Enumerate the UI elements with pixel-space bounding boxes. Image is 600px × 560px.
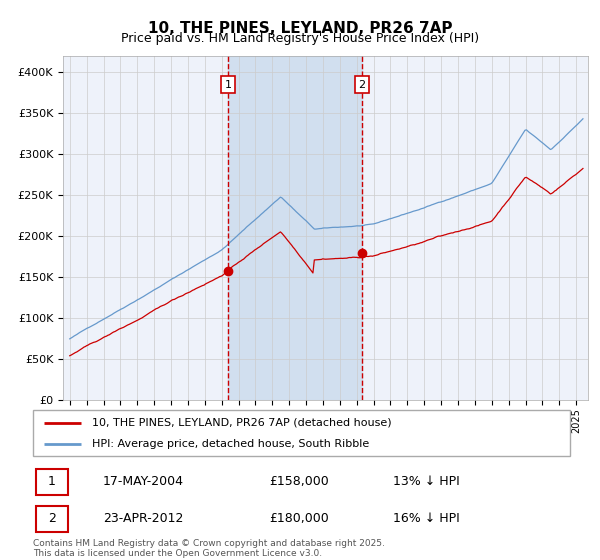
Text: 10, THE PINES, LEYLAND, PR26 7AP: 10, THE PINES, LEYLAND, PR26 7AP <box>148 21 452 36</box>
Text: 13% ↓ HPI: 13% ↓ HPI <box>393 475 460 488</box>
Text: 2: 2 <box>359 80 365 90</box>
Text: £180,000: £180,000 <box>269 512 329 525</box>
Text: 23-APR-2012: 23-APR-2012 <box>103 512 183 525</box>
Text: 17-MAY-2004: 17-MAY-2004 <box>103 475 184 488</box>
Text: 16% ↓ HPI: 16% ↓ HPI <box>393 512 460 525</box>
Bar <box>228 56 362 400</box>
Text: Price paid vs. HM Land Registry's House Price Index (HPI): Price paid vs. HM Land Registry's House … <box>121 32 479 45</box>
FancyBboxPatch shape <box>33 410 570 456</box>
Text: 1: 1 <box>48 475 56 488</box>
Text: £158,000: £158,000 <box>269 475 329 488</box>
Text: 2: 2 <box>48 512 56 525</box>
Text: 1: 1 <box>224 80 232 90</box>
FancyBboxPatch shape <box>35 469 68 495</box>
Text: 10, THE PINES, LEYLAND, PR26 7AP (detached house): 10, THE PINES, LEYLAND, PR26 7AP (detach… <box>92 418 392 428</box>
Text: HPI: Average price, detached house, South Ribble: HPI: Average price, detached house, Sout… <box>92 439 370 449</box>
FancyBboxPatch shape <box>35 506 68 532</box>
Text: Contains HM Land Registry data © Crown copyright and database right 2025.
This d: Contains HM Land Registry data © Crown c… <box>33 539 385 558</box>
